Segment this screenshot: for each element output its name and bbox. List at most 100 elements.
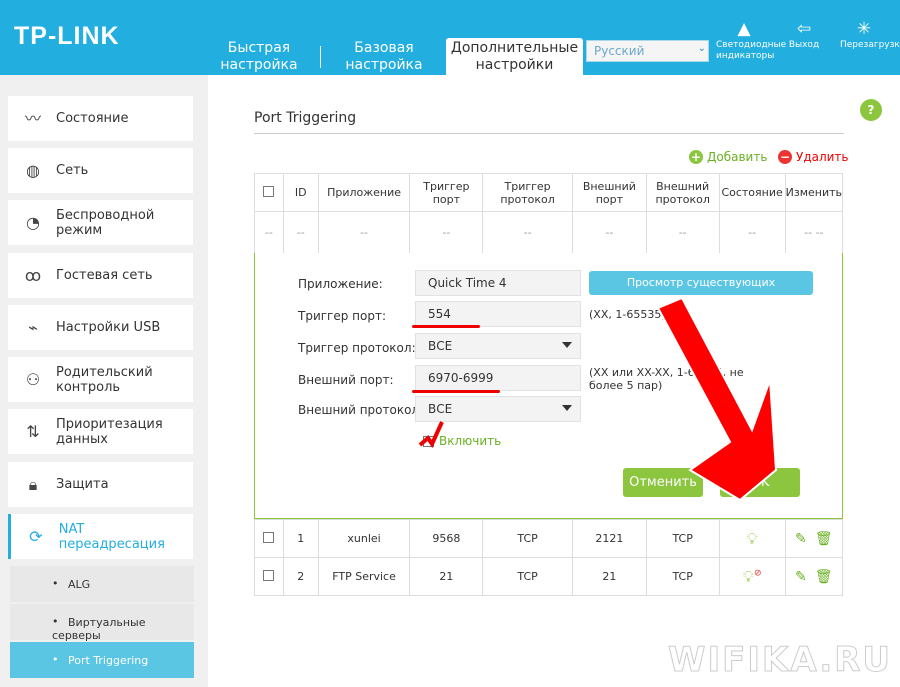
checkbox[interactable] <box>263 185 275 197</box>
arrow-annotation <box>656 296 778 502</box>
sidebar-item-guest[interactable]: ꝏ Гостевая сеть <box>8 253 193 298</box>
lock-icon: 🔒︎ <box>28 475 38 494</box>
row-select[interactable] <box>254 519 284 558</box>
cell: -- <box>645 211 720 254</box>
checkbox[interactable] <box>263 531 275 543</box>
cell-status[interactable]: 💡︎⊘ <box>718 557 786 596</box>
sidebar-item-label: Гостевая сеть <box>56 268 153 283</box>
trig-port-hint: (XX, 1-65535) <box>589 308 666 321</box>
led-icon: ▲ <box>737 19 751 39</box>
cell: -- <box>409 211 484 254</box>
app-label: Приложение: <box>298 277 383 291</box>
logout-label: Выход <box>788 40 820 50</box>
cell-trig-proto: TCP <box>482 519 573 558</box>
select-all[interactable] <box>254 173 284 212</box>
language-value: Русский <box>594 44 645 58</box>
sidebar-sub-alg[interactable]: ALG <box>10 566 194 602</box>
trig-proto-select[interactable]: ВСЕ <box>415 333 581 359</box>
view-apps-button[interactable]: Просмотр существующих приложений <box>589 271 813 313</box>
cell-text: -- <box>815 226 824 239</box>
cell: -- <box>482 211 573 254</box>
sidebar-item-status[interactable]: 〰 Состояние <box>8 96 193 141</box>
add-button[interactable]: + Добавить <box>689 150 767 164</box>
plus-icon: + <box>689 150 703 164</box>
sidebar-item-usb[interactable]: ⌁ Настройки USB <box>8 305 193 350</box>
cell-text: -- <box>804 226 813 239</box>
app-input[interactable]: Quick Time 4 <box>415 270 581 296</box>
sidebar-item-wireless[interactable]: ◔ Беспроводной режим <box>8 200 193 245</box>
cell: -- <box>254 211 284 254</box>
parental-icon: ⚇ <box>25 370 41 389</box>
cell-ext-proto: TCP <box>645 557 720 596</box>
cell-modify: ✎ 🗑︎ <box>784 557 844 596</box>
trash-icon[interactable]: 🗑︎ <box>814 568 833 585</box>
page-title: Port Triggering <box>254 110 357 126</box>
trash-icon[interactable]: 🗑︎ <box>814 530 833 547</box>
sidebar-item-qos[interactable]: ⇅ Приоритезация данных <box>8 409 193 454</box>
col-ext-proto: Внешний протокол <box>645 173 720 212</box>
ext-port-input[interactable]: 6970-6999 <box>415 365 581 391</box>
reboot-icon: ✳ <box>856 19 872 39</box>
checkmark-annotation <box>418 421 444 449</box>
chevron-down-icon <box>562 342 572 348</box>
bulb-off-icon[interactable]: 💡︎⊘ <box>742 566 762 586</box>
status-icon: 〰 <box>24 109 41 128</box>
sidebar-item-nat[interactable]: ⟳ NAT переадресация <box>8 514 193 559</box>
cancel-button[interactable]: Отменить <box>623 468 703 497</box>
cell-id: 2 <box>282 557 319 596</box>
tab-advanced[interactable]: Дополнительные настройки <box>446 38 583 75</box>
sidebar-sub-port-triggering[interactable]: Port Triggering <box>10 642 194 678</box>
ext-port-label: Внешний порт: <box>298 373 394 387</box>
edit-icon[interactable]: ✎ <box>795 530 807 547</box>
sidebar-item-security[interactable]: 🔒︎ Защита <box>8 462 193 507</box>
row-select[interactable] <box>254 557 284 596</box>
help-icon[interactable]: ? <box>860 99 882 121</box>
qos-icon: ⇅ <box>26 422 40 441</box>
language-select[interactable]: Русский ⌄ <box>586 40 709 62</box>
usb-icon: ⌁ <box>28 318 38 337</box>
tab-quick-setup[interactable]: Быстрая настройка <box>220 40 298 73</box>
sidebar-sub-virtual-servers[interactable]: Виртуальные серверы <box>10 604 194 642</box>
chevron-down-icon <box>562 405 572 411</box>
edit-icon[interactable]: ✎ <box>795 568 807 585</box>
checkbox[interactable] <box>263 569 275 581</box>
cell-id: 1 <box>282 519 319 558</box>
wireless-icon: ◔ <box>26 213 40 232</box>
ext-proto-label: Внешний протокол: <box>298 403 424 417</box>
chevron-down-icon: ⌄ <box>697 43 706 54</box>
trig-port-input[interactable]: 554 <box>415 301 581 327</box>
minus-icon: − <box>778 150 792 164</box>
ext-proto-select[interactable]: ВСЕ <box>415 396 581 422</box>
sidebar-item-label: Родительский контроль <box>56 364 153 395</box>
cell-app: FTP Service <box>317 557 411 596</box>
logout-button[interactable]: ⇦ Выход <box>784 18 824 51</box>
led-label: Светодиодные индикаторы <box>716 40 787 61</box>
annotation-underline <box>412 325 480 328</box>
delete-button[interactable]: − Удалить <box>778 150 849 164</box>
delete-label: Удалить <box>796 150 849 164</box>
enable-label: Включить <box>439 434 502 448</box>
sidebar-item-parental[interactable]: ⚇ Родительский контроль <box>8 357 193 402</box>
cell: -- -- <box>784 211 844 254</box>
globe-icon: ◍ <box>26 161 40 180</box>
table-header: ID Приложение Триггер порт Триггер прото… <box>254 173 844 212</box>
reboot-label: Перезагрузка <box>840 40 900 50</box>
guest-icon: ꝏ <box>24 266 42 285</box>
cell: -- <box>718 211 786 254</box>
trig-proto-label: Триггер протокол: <box>298 341 416 355</box>
sidebar-item-network[interactable]: ◍ Сеть <box>8 148 193 193</box>
watermark: WIFIKA.RU <box>667 640 893 681</box>
sub-label: ALG <box>68 578 91 591</box>
sub-label: Виртуальные серверы <box>52 616 146 642</box>
tab-basic[interactable]: Базовая настройка <box>345 40 423 73</box>
reboot-button[interactable]: ✳ Перезагрузка <box>840 18 900 51</box>
table-row: 1 xunlei 9568 TCP 2121 TCP 💡︎ ✎ 🗑︎ <box>254 519 844 558</box>
led-button[interactable]: ▲ Светодиодные индикаторы <box>716 18 786 62</box>
logout-icon: ⇦ <box>796 19 812 39</box>
cell-trig-port: 21 <box>409 557 484 596</box>
cell-ext-proto: TCP <box>645 519 720 558</box>
bulb-on-icon[interactable]: 💡︎ <box>746 528 758 548</box>
add-label: Добавить <box>707 150 768 164</box>
sidebar-item-label: Защита <box>56 477 109 492</box>
